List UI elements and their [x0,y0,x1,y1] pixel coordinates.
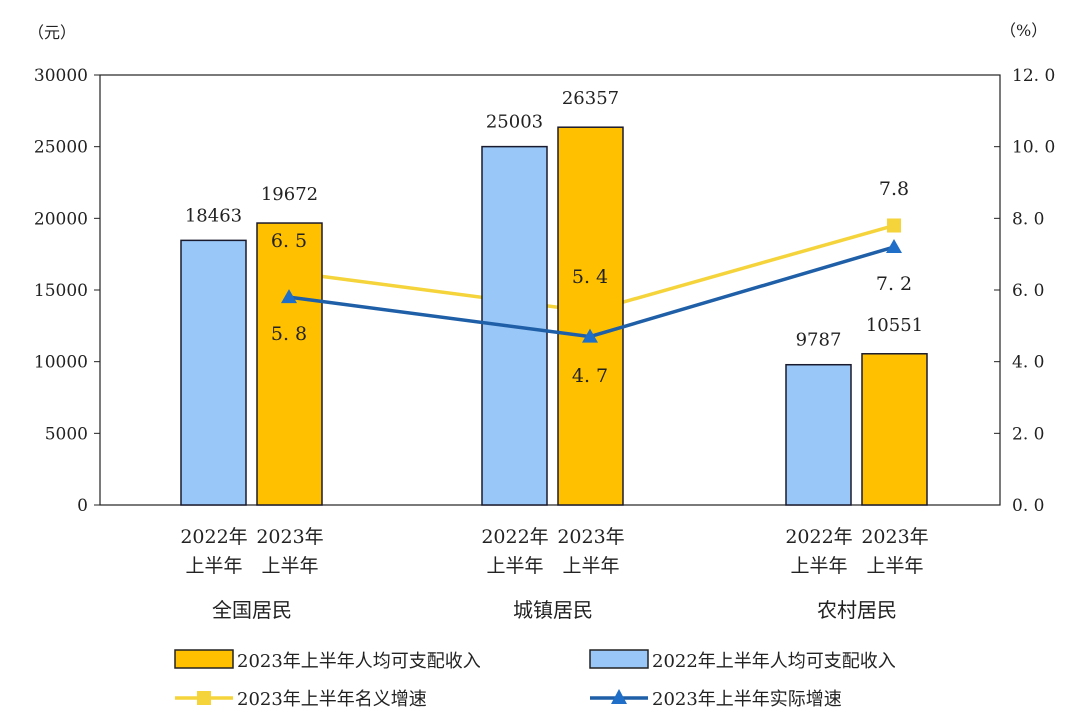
bar [785,363,852,506]
right-axis-unit: （%） [1000,21,1047,40]
bar [256,222,323,506]
legend-swatch [174,649,234,669]
bar-value-label: 18463 [185,205,242,226]
period-label: 2022年 [785,526,852,548]
left-tick-label: 5000 [45,424,88,444]
left-tick-label: 30000 [34,66,88,86]
nominal-growth-label: 6. 5 [271,230,307,252]
category-label: 城镇居民 [513,598,593,622]
bar-value-label: 19672 [261,184,318,205]
triangle-marker [582,328,598,343]
real-growth-label: 4. 7 [572,365,608,387]
square-marker [197,691,211,705]
legend-swatch [589,649,649,669]
right-tick-label: 6. 0 [1012,281,1044,301]
nominal-growth-label: 5. 4 [572,266,608,288]
right-tick-label: 0. 0 [1012,496,1044,516]
category-label: 农村居民 [817,598,897,622]
period-label: 上半年 [185,555,242,577]
bar [180,239,247,506]
legend-label: 2023年上半年名义增速 [237,689,427,710]
triangle-marker [611,689,627,704]
left-tick-label: 15000 [34,281,88,301]
left-tick-label: 25000 [34,138,88,158]
legend-label: 2023年上半年实际增速 [652,689,842,710]
right-tick-label: 10. 0 [1012,138,1055,158]
right-tick-label: 2. 0 [1012,424,1044,444]
right-tick-label: 12. 0 [1012,66,1055,86]
period-label: 2023年 [557,526,624,548]
period-label: 2022年 [180,526,247,548]
real-growth-label: 7. 2 [876,273,912,295]
period-label: 2023年 [861,526,928,548]
right-tick-label: 4. 0 [1012,353,1044,373]
period-label: 上半年 [866,555,923,577]
bar [557,126,624,506]
left-tick-label: 0 [77,496,88,516]
right-tick-label: 8. 0 [1012,209,1044,229]
legend-label: 2022年上半年人均可支配收入 [652,651,896,672]
period-label: 2023年 [256,526,323,548]
legend-label: 2023年上半年人均可支配收入 [237,651,481,672]
triangle-marker [886,239,902,253]
bar-value-label: 9787 [796,330,842,351]
category-label: 全国居民 [212,598,292,622]
period-label: 上半年 [790,555,847,577]
nominal-growth-label: 7.8 [879,178,909,200]
bar-value-label: 26357 [562,88,619,109]
period-label: 上半年 [261,555,318,577]
period-label: 上半年 [486,555,543,577]
left-tick-label: 10000 [34,353,88,373]
left-axis-unit: （元） [28,23,76,42]
real-growth-label: 5. 8 [271,323,307,345]
period-label: 2022年 [481,526,548,548]
left-tick-label: 20000 [34,209,88,229]
triangle-marker [281,289,297,304]
bar-value-label: 25003 [486,112,543,133]
period-label: 上半年 [562,555,619,577]
square-marker [887,218,901,233]
bar [861,353,928,506]
bar-value-label: 10551 [866,315,923,336]
